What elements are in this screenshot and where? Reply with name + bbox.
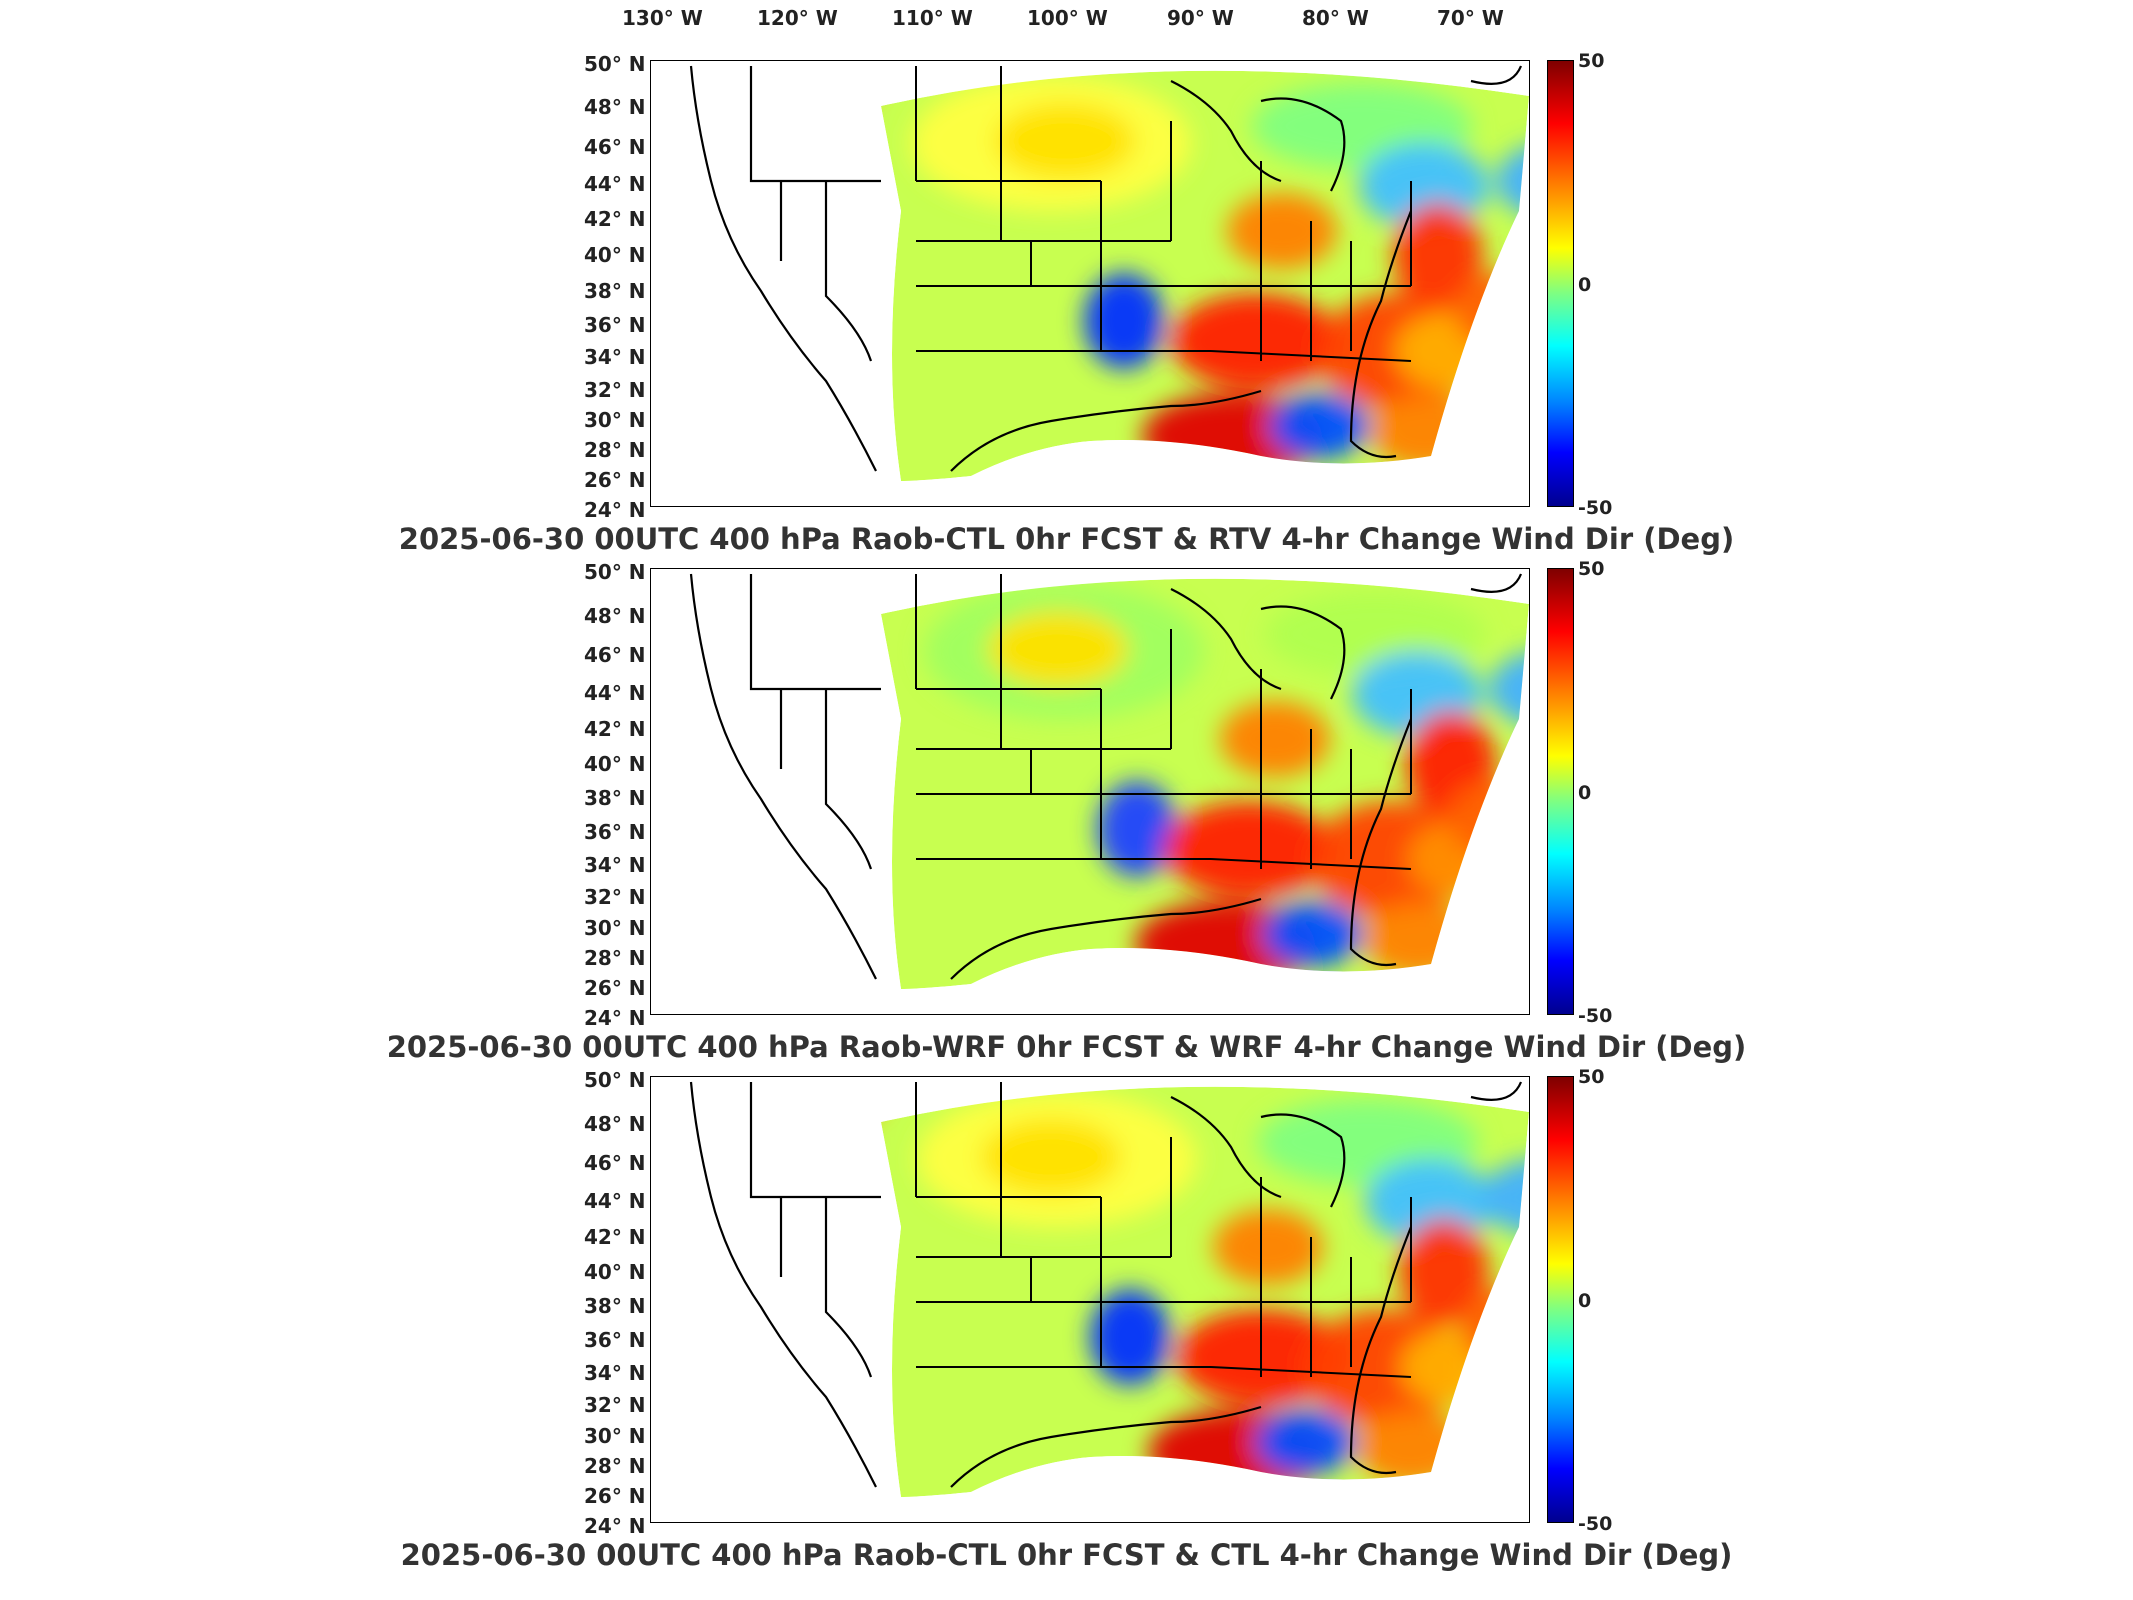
lat-label: 44° N bbox=[584, 1189, 646, 1213]
lon-label: 130° W bbox=[622, 6, 703, 30]
lat-label: 50° N bbox=[584, 52, 646, 76]
lat-label: 42° N bbox=[584, 207, 646, 231]
wind-direction-change-field bbox=[689, 65, 1529, 482]
lat-label: 46° N bbox=[584, 135, 646, 159]
state-boundaries bbox=[915, 1082, 1412, 1378]
lat-label: 26° N bbox=[584, 468, 646, 492]
colorbar-min-label: -50 bbox=[1578, 1513, 1613, 1535]
lat-label: 30° N bbox=[584, 408, 646, 432]
wind-direction-change-field bbox=[689, 573, 1529, 990]
state-boundaries bbox=[915, 66, 1412, 362]
colorbar-mid-label: 0 bbox=[1578, 782, 1592, 804]
lat-label: 46° N bbox=[584, 643, 646, 667]
lat-label: 32° N bbox=[584, 885, 646, 909]
colorbar bbox=[1547, 568, 1574, 1015]
lat-label: 34° N bbox=[584, 345, 646, 369]
panel-title: 2025-06-30 00UTC 400 hPa Raob-CTL 0hr FC… bbox=[400, 1538, 1733, 1572]
lat-label: 44° N bbox=[584, 172, 646, 196]
colorbar-min-label: -50 bbox=[1578, 1005, 1613, 1027]
lat-label: 42° N bbox=[584, 1225, 646, 1249]
lat-label: 36° N bbox=[584, 313, 646, 337]
lat-label: 28° N bbox=[584, 438, 646, 462]
colorbar-mid-label: 0 bbox=[1578, 274, 1592, 296]
lat-label: 24° N bbox=[584, 498, 646, 522]
lat-label: 42° N bbox=[584, 717, 646, 741]
color-field bbox=[881, 70, 1529, 482]
lon-label: 80° W bbox=[1302, 6, 1369, 30]
lat-label: 50° N bbox=[584, 560, 646, 584]
lat-label: 36° N bbox=[584, 1328, 646, 1352]
lat-label: 28° N bbox=[584, 946, 646, 970]
colorbar bbox=[1547, 1076, 1574, 1523]
panel-title: 2025-06-30 00UTC 400 hPa Raob-WRF 0hr FC… bbox=[386, 1030, 1747, 1064]
colorbar-min-label: -50 bbox=[1578, 497, 1613, 519]
lat-label: 26° N bbox=[584, 976, 646, 1000]
lat-label: 50° N bbox=[584, 1068, 646, 1092]
colorbar bbox=[1547, 60, 1574, 507]
lat-label: 36° N bbox=[584, 820, 646, 844]
colorbar-max-label: 50 bbox=[1578, 50, 1605, 72]
lon-label: 120° W bbox=[757, 6, 838, 30]
color-field bbox=[881, 578, 1529, 990]
lat-label: 46° N bbox=[584, 1151, 646, 1175]
lat-label: 40° N bbox=[584, 1260, 646, 1284]
lat-label: 32° N bbox=[584, 1393, 646, 1417]
panel-title: 2025-06-30 00UTC 400 hPa Raob-CTL 0hr FC… bbox=[398, 522, 1735, 556]
lat-label: 28° N bbox=[584, 1454, 646, 1478]
lat-label: 48° N bbox=[584, 1112, 646, 1136]
wind-direction-change-field bbox=[689, 1081, 1529, 1498]
coastlines bbox=[689, 65, 1523, 472]
lat-label: 38° N bbox=[584, 1294, 646, 1318]
lat-label: 34° N bbox=[584, 1361, 646, 1385]
state-boundaries bbox=[915, 574, 1412, 870]
color-field bbox=[881, 1086, 1529, 1498]
lat-label: 40° N bbox=[584, 752, 646, 776]
map-area bbox=[650, 568, 1530, 1015]
lat-label: 24° N bbox=[584, 1006, 646, 1030]
lat-label: 48° N bbox=[584, 604, 646, 628]
colorbar-max-label: 50 bbox=[1578, 1066, 1605, 1088]
lon-label: 70° W bbox=[1437, 6, 1504, 30]
lat-label: 38° N bbox=[584, 786, 646, 810]
lon-label: 90° W bbox=[1167, 6, 1234, 30]
lat-label: 30° N bbox=[584, 916, 646, 940]
lat-label: 34° N bbox=[584, 853, 646, 877]
map-area bbox=[650, 60, 1530, 507]
lat-label: 24° N bbox=[584, 1514, 646, 1538]
coastlines bbox=[689, 573, 1523, 980]
lat-label: 26° N bbox=[584, 1484, 646, 1508]
lat-label: 44° N bbox=[584, 681, 646, 705]
lat-label: 48° N bbox=[584, 95, 646, 119]
lat-label: 32° N bbox=[584, 378, 646, 402]
lat-label: 40° N bbox=[584, 243, 646, 267]
lat-label: 30° N bbox=[584, 1424, 646, 1448]
lon-label: 100° W bbox=[1027, 6, 1108, 30]
coastlines bbox=[689, 1081, 1523, 1488]
map-area bbox=[650, 1076, 1530, 1523]
colorbar-max-label: 50 bbox=[1578, 558, 1605, 580]
lat-label: 38° N bbox=[584, 279, 646, 303]
lon-label: 110° W bbox=[892, 6, 973, 30]
colorbar-mid-label: 0 bbox=[1578, 1290, 1592, 1312]
